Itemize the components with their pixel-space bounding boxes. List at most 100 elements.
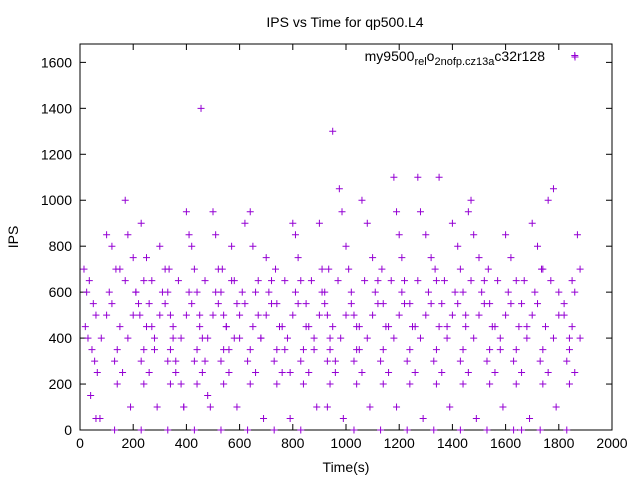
data-point [515,323,523,331]
data-point [129,254,137,262]
data-point [456,426,464,434]
data-point [507,254,515,262]
data-point [132,288,140,296]
data-point [416,208,424,216]
data-point [542,323,549,331]
data-point [174,277,182,285]
data-point [565,346,573,354]
data-point [108,300,116,308]
data-point [371,288,379,296]
data-point [432,277,440,285]
data-point [549,334,557,342]
data-point [193,288,201,296]
data-point [164,426,172,434]
legend-label-part: 32r128 [501,48,545,64]
data-point [246,346,254,354]
data-point [464,369,472,377]
data-point [113,380,121,388]
data-point [531,288,539,296]
data-point [435,173,443,181]
y-axis-title: IPS [5,226,21,249]
data-point [127,403,135,411]
data-point [321,300,329,308]
data-point [116,323,124,331]
data-point [510,426,518,434]
data-point [342,311,350,319]
data-point [165,265,173,273]
data-point [96,415,104,423]
data-point [222,323,230,331]
data-point [470,231,478,239]
data-point [201,357,209,365]
data-point [443,323,451,331]
data-point [145,300,153,308]
data-point [406,380,414,388]
y-axis: 0 200 400 600 800 1000 1200 1400 1600 [41,54,612,438]
data-point [302,300,310,308]
data-point [347,300,355,308]
data-point [467,196,475,204]
y-tick-label: 1600 [41,54,72,70]
y-tick-label: 1200 [41,146,72,162]
data-point [520,277,528,285]
data-point [111,426,119,434]
data-point [374,300,382,308]
data-point [369,311,377,319]
legend-label-part: 2nofp.cz13a [434,56,495,68]
legend-label-part: rel [414,56,426,68]
data-point [350,311,358,319]
data-point [338,208,346,216]
data-point [528,311,536,319]
data-point [196,311,204,319]
data-point [268,277,276,285]
data-point [552,403,560,411]
data-point [228,277,236,285]
data-point [361,277,369,285]
data-point [363,219,371,227]
data-point [260,415,268,423]
data-point [244,357,252,365]
data-point [390,334,398,342]
x-tick-label: 1000 [330,435,361,451]
data-point [414,173,422,181]
data-point [534,242,542,250]
data-point [401,277,409,285]
data-point [571,369,579,377]
x-tick-label: 400 [175,435,199,451]
data-point [456,357,464,365]
data-point [464,208,472,216]
data-point [483,357,491,365]
data-point [217,357,225,365]
data-point [326,346,334,354]
data-point [377,357,385,365]
data-point [84,334,92,342]
data-point [220,346,228,354]
data-point [379,380,387,388]
data-point [150,334,158,342]
data-point [286,369,294,377]
data-point [241,300,249,308]
data-point [538,265,546,273]
data-point [246,208,254,216]
data-point [366,403,374,411]
data-point [252,369,260,377]
data-point [124,334,132,342]
data-point [448,219,456,227]
data-point [454,242,462,250]
data-point [241,219,249,227]
data-point [331,357,339,365]
data-point [244,426,252,434]
data-point [398,254,406,262]
data-point [427,254,435,262]
data-point [182,208,190,216]
data-point [190,426,198,434]
data-point [534,300,542,308]
data-point [286,415,294,423]
data-point [273,380,281,388]
data-point [518,426,526,434]
data-point [363,334,371,342]
data-point [484,265,492,273]
data-point [172,357,180,365]
x-tick-label: 1600 [490,435,521,451]
